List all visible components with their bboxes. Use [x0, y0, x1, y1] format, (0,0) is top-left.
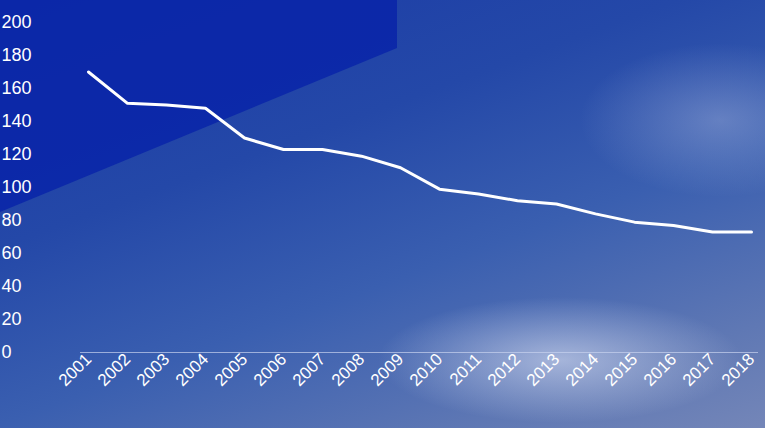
svg-text:2009: 2009 [367, 350, 407, 390]
svg-text:2016: 2016 [640, 350, 680, 390]
svg-text:2018: 2018 [718, 350, 758, 390]
svg-text:2008: 2008 [328, 350, 368, 390]
svg-text:100: 100 [2, 177, 32, 197]
svg-text:2012: 2012 [484, 350, 524, 390]
svg-text:2005: 2005 [211, 350, 251, 390]
svg-text:2013: 2013 [523, 350, 563, 390]
svg-text:2004: 2004 [172, 350, 212, 390]
svg-text:60: 60 [2, 243, 22, 263]
svg-text:2002: 2002 [94, 350, 134, 390]
svg-text:0: 0 [2, 342, 12, 362]
svg-text:2006: 2006 [250, 350, 290, 390]
svg-text:120: 120 [2, 144, 32, 164]
svg-text:2001: 2001 [55, 350, 95, 390]
svg-text:2003: 2003 [133, 350, 173, 390]
svg-text:180: 180 [2, 45, 32, 65]
svg-text:2010: 2010 [406, 350, 446, 390]
svg-text:160: 160 [2, 78, 32, 98]
svg-text:80: 80 [2, 210, 22, 230]
svg-text:200: 200 [2, 12, 32, 32]
svg-text:2011: 2011 [446, 350, 485, 389]
svg-text:2017: 2017 [679, 350, 719, 390]
svg-text:140: 140 [2, 111, 32, 131]
svg-text:2015: 2015 [601, 350, 641, 390]
svg-text:2014: 2014 [562, 350, 602, 390]
svg-text:20: 20 [2, 309, 22, 329]
svg-text:40: 40 [2, 276, 22, 296]
svg-text:2007: 2007 [289, 350, 329, 390]
